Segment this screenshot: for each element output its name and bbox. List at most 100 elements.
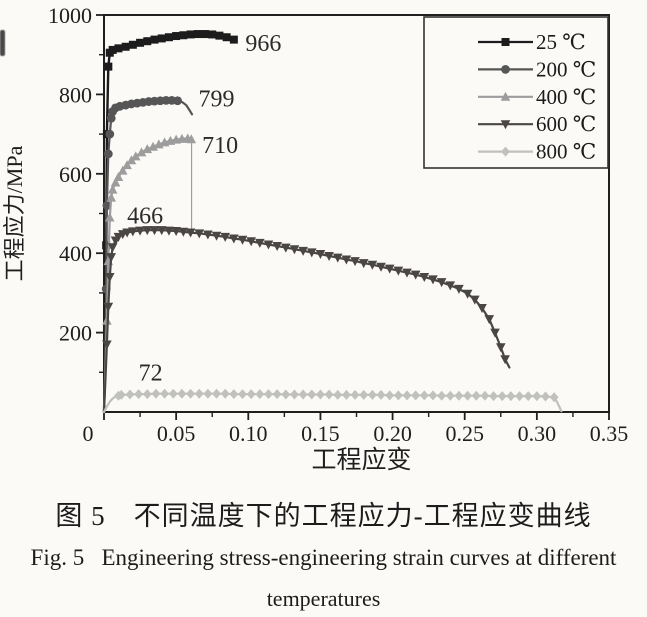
diamond-marker [402,390,412,401]
triangle-down-marker [106,253,117,263]
y-tick-label: 1000 [48,3,92,28]
triangle-up-marker [113,171,124,181]
diamond-marker [116,389,126,400]
stress-strain-chart: 0 0.05 0.10 0.15 0.20 0.25 0.30 0.35 200 400 600 80… [2,3,628,474]
diamond-marker [532,391,542,402]
triangle-up-marker [106,192,117,202]
triangle-down-marker [350,257,360,267]
triangle-down-marker [107,243,118,253]
diamond-marker [463,390,472,401]
x-tick-label: 0.10 [229,421,268,446]
legend: 25 ℃ 200 ℃ 400 ℃ 600 ℃ 800 ℃ [423,16,609,169]
diamond-marker [307,389,317,400]
diamond-marker [445,390,455,401]
circle-marker [105,129,115,139]
diamond-marker [501,146,510,157]
triangle-up-marker [110,177,121,187]
triangle-down-marker [384,264,395,274]
y-tick-label: 400 [59,241,92,266]
diamond-marker [437,390,447,401]
x-tick-label: 0.05 [157,421,196,446]
circle-marker [102,201,112,210]
diamond-marker [471,390,481,401]
square-marker [104,62,113,71]
annotation-966: 966 [245,31,281,57]
circle-marker [106,113,116,123]
triangle-down-marker [410,270,421,280]
triangle-down-marker [306,248,317,258]
diamond-marker [316,389,325,400]
triangle-up-marker [148,141,158,151]
triangle-up-marker [107,184,118,194]
diamond-marker [229,389,239,400]
triangle-down-marker [358,259,369,269]
square-marker [222,33,231,42]
series-600℃ [102,226,511,414]
triangle-down-marker [500,355,510,365]
annotation-72: 72 [139,360,163,386]
triangle-up-marker [136,147,147,157]
diamond-marker [125,389,135,400]
triangle-down-marker [103,302,114,312]
triangle-down-marker [102,340,112,350]
triangle-down-marker [419,273,430,283]
square-marker [201,30,209,39]
triangle-down-marker [178,227,189,237]
legend-box [423,16,609,169]
diamond-marker [376,389,386,400]
series-400℃ [102,133,197,414]
triangle-down-marker [237,235,248,245]
triangle-up-marker [500,91,511,101]
triangle-up-marker [122,160,132,170]
square-marker [164,33,173,42]
square-marker [108,45,117,54]
triangle-down-marker [104,273,115,283]
square-marker [136,38,145,47]
circle-marker [501,65,510,74]
triangle-down-marker [428,275,438,285]
diamond-marker [350,389,360,400]
triangle-down-marker [203,230,213,240]
diamond-marker [489,391,498,402]
annotation-466: 466 [127,203,163,229]
square-marker [208,30,217,39]
diamond-marker [497,391,507,402]
diamond-marker [324,389,334,400]
triangle-down-marker [164,226,174,236]
triangle-down-marker [484,315,495,325]
plot-frame [103,14,610,413]
legend-label: 600 ℃ [536,112,596,136]
triangle-down-marker [495,343,506,353]
triangle-down-marker [367,260,378,270]
caption-english-line2: temperatures [266,586,381,611]
legend-entry-800℃: 800 ℃ [478,140,596,164]
triangle-up-marker [130,151,141,161]
diamond-marker [238,389,247,400]
diamond-marker [142,389,152,400]
diamond-marker [177,388,187,399]
diamond-marker [480,390,490,401]
triangle-down-marker [376,262,386,272]
diamond-marker [419,390,429,401]
triangle-down-marker [142,226,153,236]
x-tick-label: 0.15 [301,421,340,446]
diamond-marker [515,391,524,402]
x-tick-label: 0.25 [445,421,484,446]
triangle-down-marker [315,249,326,259]
diamond-marker [385,390,395,401]
diamond-marker [281,389,291,400]
series-200℃ [101,95,194,414]
diamond-marker [359,389,369,400]
diamond-marker [160,388,169,399]
legend-entry-25℃: 25 ℃ [478,30,586,54]
triangle-down-marker [477,303,487,313]
triangle-down-marker [255,238,265,248]
triangle-down-marker [470,295,480,305]
triangle-down-marker [171,226,181,236]
triangle-down-marker [332,253,343,263]
diamond-marker [393,390,403,401]
triangle-down-marker [402,268,412,278]
triangle-down-marker [135,226,145,236]
legend-entry-200℃: 200 ℃ [478,57,596,81]
diamond-marker [428,390,438,401]
